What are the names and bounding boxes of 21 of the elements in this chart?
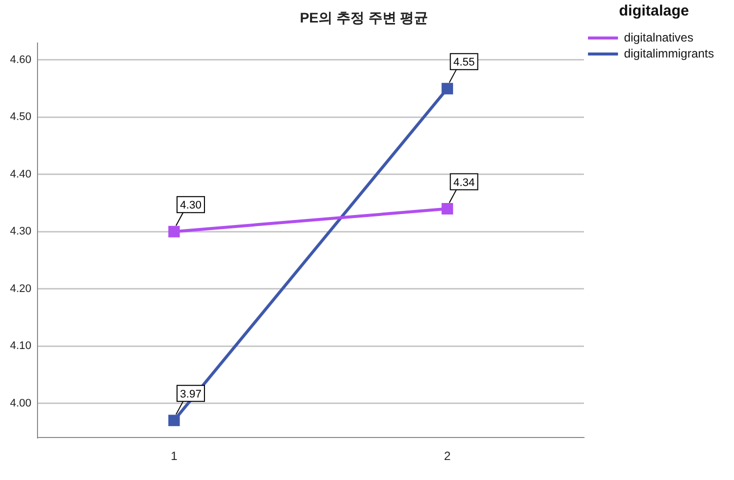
chart-title: PE의 추정 주변 평균 [300,9,428,26]
data-label: 4.55 [453,56,475,69]
y-tick-label: 4.20 [10,282,32,295]
y-tick-label: 4.30 [10,226,32,238]
y-tick-label: 4.60 [10,54,32,66]
point [442,202,454,214]
y-tick-label: 4.40 [10,168,32,180]
point [442,82,454,94]
point [168,414,180,426]
y-tick-label: 4.00 [10,397,32,410]
data-label: 3.97 [180,388,202,400]
x-tick-label: 2 [444,449,451,464]
y-tick-label: 4.10 [10,340,32,352]
point [168,226,180,238]
data-label: 4.30 [180,200,202,212]
legend-title: digitalage [618,2,689,20]
y-tick-label: 4.50 [10,111,32,124]
legend-label: digitalimmigrants [624,46,714,60]
x-tick-label: 1 [170,449,178,464]
legend-label: digitalnatives [624,30,694,44]
data-label: 4.34 [453,176,475,189]
